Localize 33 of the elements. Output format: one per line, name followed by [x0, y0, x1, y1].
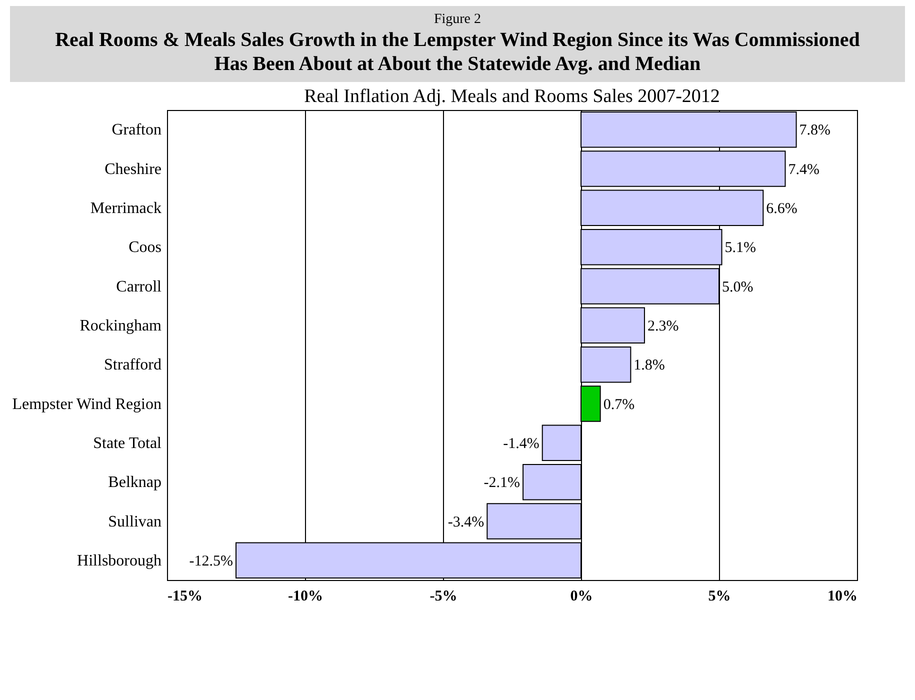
y-tick-label: Sullivan: [108, 513, 162, 530]
data-label: 5.1%: [724, 240, 756, 256]
x-tick-label: -15%: [168, 588, 202, 604]
data-label: 5.0%: [722, 279, 754, 296]
x-tick-label: 10%: [828, 588, 858, 604]
x-tick-label: 0%: [570, 588, 593, 604]
y-tick-label: Merrimack: [90, 200, 162, 217]
chart-subtitle: Real Inflation Adj. Meals and Rooms Sales 2007-2012: [304, 86, 720, 107]
x-tick-label: -10%: [288, 588, 323, 604]
data-label: -2.1%: [484, 475, 520, 492]
data-label: 2.3%: [647, 318, 679, 334]
data-label: 0.7%: [603, 396, 635, 413]
data-label: 7.4%: [788, 162, 820, 178]
y-tick-label: Rockingham: [80, 317, 162, 334]
y-tick-label: Coos: [128, 239, 162, 256]
y-tick-label: Strafford: [104, 356, 162, 374]
y-tick-label: Lempster Wind Region: [12, 396, 162, 413]
chart-title: Real Rooms & Meals Sales Growth in the Lempster Wind Region Since its Was Commissioned Has Been About at About the Statewide Avg. and Median: [54, 28, 861, 76]
data-label: -12.5%: [189, 553, 233, 570]
data-label: -1.4%: [503, 436, 540, 452]
y-tick-label: Carroll: [116, 278, 162, 296]
y-tick-label: Cheshire: [104, 160, 162, 178]
data-label: 6.6%: [766, 200, 798, 217]
y-tick-label: Hillsborough: [77, 552, 162, 570]
data-label: 7.8%: [799, 122, 831, 139]
data-label: -3.4%: [448, 514, 484, 530]
caption: Figure 2: [432, 12, 482, 28]
x-tick-label: 5%: [708, 588, 731, 604]
x-tick-label: -5%: [430, 588, 458, 604]
data-label: 1.8%: [634, 358, 665, 374]
y-tick-label: State Total: [93, 434, 162, 452]
y-tick-label: Grafton: [112, 122, 162, 139]
y-tick-label: Belknap: [108, 474, 162, 492]
